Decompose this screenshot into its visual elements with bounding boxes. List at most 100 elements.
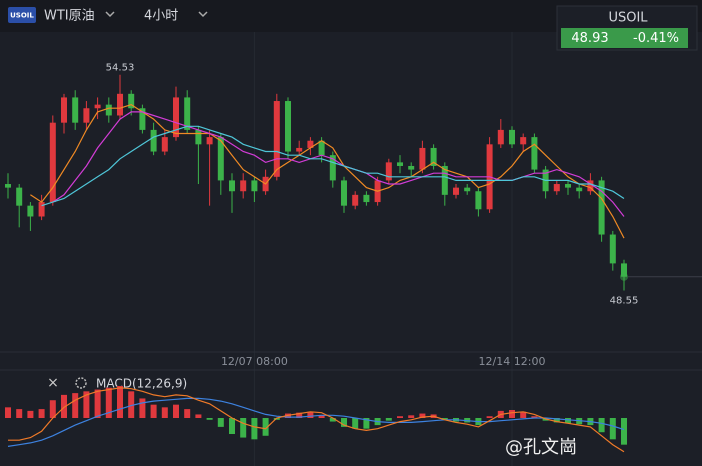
macd-bar [217, 418, 224, 427]
candle-body [464, 187, 471, 192]
last-point [620, 272, 628, 281]
ma-line [52, 111, 625, 217]
macd-bar [94, 389, 101, 418]
candle-body [307, 140, 314, 148]
macd-bar [161, 407, 168, 418]
candle-body [38, 202, 45, 217]
candle-body [94, 104, 101, 109]
candle-body [27, 205, 34, 217]
macd-bar [105, 387, 112, 418]
candle-body [609, 234, 616, 264]
dif-line [8, 387, 625, 453]
candle-body [329, 155, 336, 181]
macd-bar [251, 418, 258, 440]
candle-body [318, 140, 325, 156]
candle-body [352, 194, 359, 206]
macd-bar [408, 415, 415, 418]
macd-bar [229, 418, 235, 434]
macd-bar [150, 404, 157, 418]
macd-bar [307, 411, 314, 418]
candle-body [217, 137, 224, 181]
high-label: 54.53 [106, 63, 135, 74]
macd-bar [49, 400, 56, 418]
candle-body [565, 184, 571, 188]
candle-body [576, 187, 583, 192]
candle-body [273, 101, 280, 177]
settings-icon[interactable] [75, 377, 87, 389]
dropdown-icon[interactable] [105, 11, 115, 18]
ma-line [41, 125, 625, 207]
candle-body [117, 93, 123, 116]
macd-bar [509, 410, 515, 418]
dropdown-icon[interactable] [198, 11, 208, 18]
candle-body [105, 104, 112, 116]
x-tick-label: 12/07 08:00 [221, 355, 288, 368]
candle-body [240, 180, 247, 192]
macd-bar [240, 418, 247, 438]
last-price: 48.93 [571, 31, 608, 46]
macd-bar [296, 412, 303, 418]
symbol[interactable]: WTI原油 [44, 9, 95, 24]
ma-line [30, 103, 625, 239]
macd-bar [318, 415, 325, 418]
candle-body [296, 147, 303, 152]
macd-bar [195, 414, 202, 418]
candle-body [430, 147, 437, 166]
candle-body [161, 137, 168, 152]
candle-body [531, 137, 538, 170]
macd-bar [184, 409, 191, 418]
macd-bar [61, 394, 67, 418]
candle-body [475, 191, 482, 210]
candle-body [83, 108, 90, 123]
candle-body [408, 165, 415, 170]
macd-bar [553, 418, 560, 423]
candle-body [341, 180, 347, 206]
macd-bar [397, 416, 403, 418]
candle-body [61, 97, 67, 123]
candle-body [285, 101, 291, 152]
close-icon[interactable]: × [47, 375, 59, 391]
macd-bar [72, 393, 79, 418]
macd-bar [16, 409, 23, 418]
candle-body [520, 137, 527, 145]
macd-bar [363, 418, 370, 429]
macd-bar [173, 404, 179, 418]
macd-bar [38, 409, 45, 418]
candle-body [497, 129, 504, 145]
candle-body [598, 180, 605, 235]
macd-bar [419, 413, 426, 418]
macd-bar [441, 418, 448, 420]
interval[interactable]: 4小时 [144, 9, 178, 24]
macd-bar [139, 398, 146, 418]
candle-body [553, 184, 560, 192]
candle-body [128, 93, 135, 109]
change: -0.41% [633, 31, 679, 46]
macd-bar [520, 411, 527, 418]
x-tick-label: 12/14 12:00 [479, 355, 546, 368]
candle-body [621, 263, 627, 277]
candle-body [229, 180, 235, 192]
macd-bar [531, 416, 538, 418]
macd-bar [128, 391, 135, 418]
logo[interactable] [8, 7, 36, 23]
ticker: USOIL [608, 11, 648, 26]
candle-body [173, 97, 179, 138]
candle-body [150, 129, 157, 152]
candle-body [397, 162, 403, 166]
candle-body [453, 187, 459, 195]
candle-body [206, 137, 213, 145]
candle-body [72, 97, 79, 123]
candle-body [16, 187, 23, 206]
macd-bar [598, 418, 605, 433]
macd-bar [5, 407, 11, 418]
candle-body [509, 129, 515, 145]
candle-body [139, 108, 146, 130]
macd-bar [486, 416, 493, 418]
macd-bar [329, 418, 336, 422]
watermark: @孔文崗 [505, 437, 577, 458]
candle-body [441, 165, 448, 195]
macd-bar [352, 418, 359, 429]
macd-bar [385, 418, 392, 421]
